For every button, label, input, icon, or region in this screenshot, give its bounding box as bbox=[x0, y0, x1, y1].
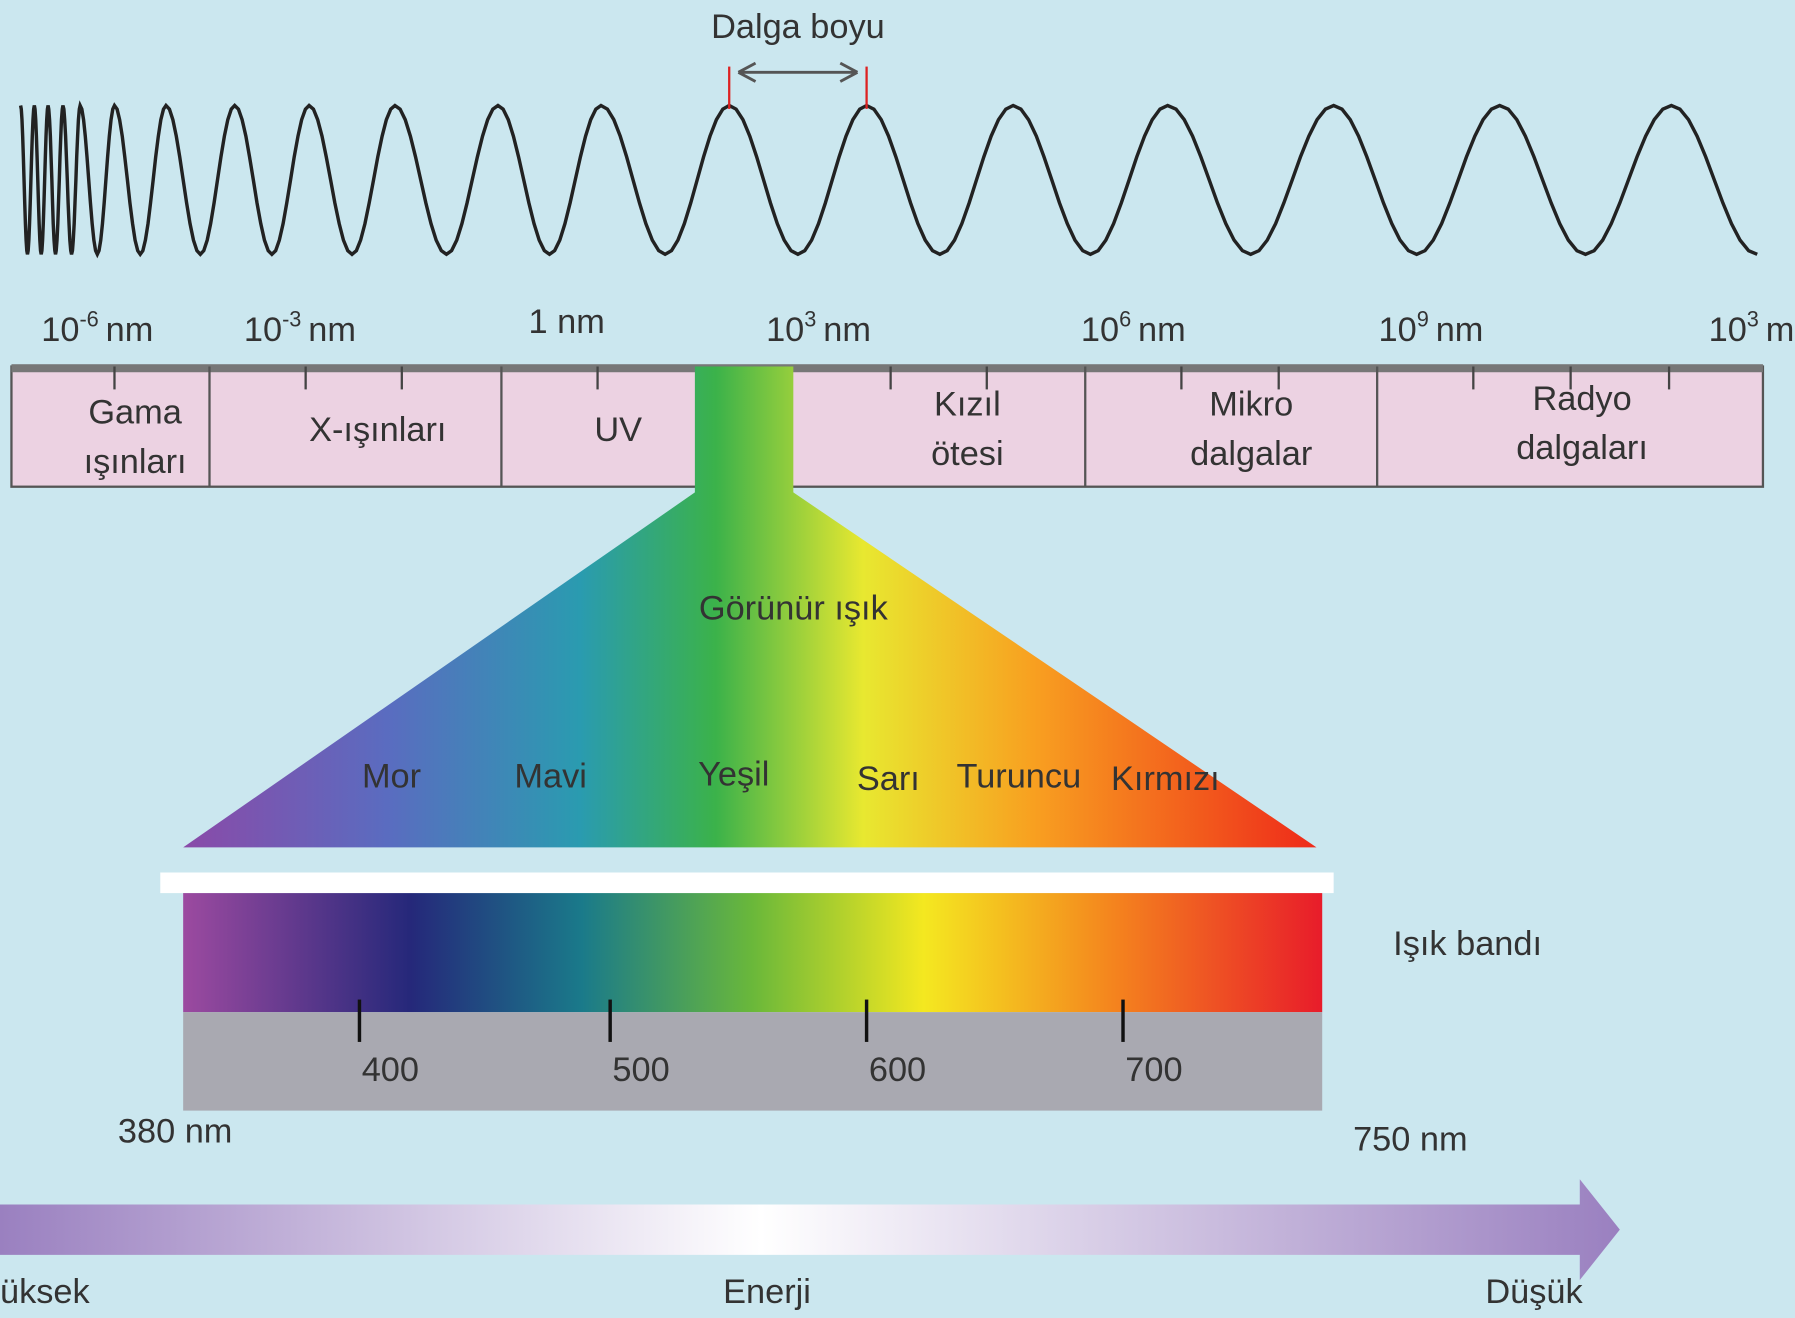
spectrum-band bbox=[11, 367, 1762, 487]
color-label: Kırmızı bbox=[1111, 760, 1220, 798]
band-tick-label: 400 bbox=[362, 1051, 419, 1089]
scale-base: 10 bbox=[41, 311, 79, 349]
scale-label: 10-3 nm bbox=[244, 306, 356, 349]
diagram: Dalga boyu Görünür ışık 380 nm 750 nm Iş… bbox=[0, 0, 1795, 1318]
scale-base: 10 bbox=[766, 311, 804, 349]
region-label: ötesi bbox=[931, 435, 1004, 473]
scale-unit: nm bbox=[106, 311, 154, 349]
wavelength-label: Dalga boyu bbox=[711, 8, 885, 46]
scale-exp: 3 bbox=[1747, 306, 1759, 331]
band-end: 750 nm bbox=[1353, 1121, 1467, 1159]
region-label: UV bbox=[594, 411, 642, 449]
wave bbox=[21, 106, 1758, 255]
region-label: Kızıl bbox=[934, 386, 1001, 424]
region-label: dalgaları bbox=[1516, 429, 1648, 467]
scale-exp: 3 bbox=[804, 306, 816, 331]
color-label: Sarı bbox=[857, 760, 920, 798]
scale-label: 103 nm bbox=[766, 306, 871, 349]
scale-exp: 6 bbox=[1119, 306, 1131, 331]
color-label: Mavi bbox=[514, 758, 586, 796]
region-label: dalgalar bbox=[1190, 435, 1312, 473]
color-label: Mor bbox=[362, 758, 421, 796]
region-label: X-ışınları bbox=[309, 411, 446, 449]
band-tick-label: 700 bbox=[1125, 1051, 1182, 1089]
scale-label: 109 nm bbox=[1379, 306, 1484, 349]
region-label: Mikro bbox=[1209, 386, 1293, 424]
scale-label: 106 nm bbox=[1081, 306, 1186, 349]
scale-exp: -3 bbox=[282, 306, 301, 331]
color-label: Yeşil bbox=[698, 755, 769, 793]
region-label: Gama bbox=[88, 394, 182, 432]
scale-base: 10 bbox=[1081, 311, 1119, 349]
scale-base: 10 bbox=[244, 311, 282, 349]
energy-high: üksek bbox=[0, 1273, 91, 1311]
white-bar bbox=[160, 872, 1333, 893]
scale-label: 1 nm bbox=[528, 303, 604, 341]
visible-title: Görünür ışık bbox=[699, 589, 889, 627]
energy-low: Düşük bbox=[1485, 1273, 1583, 1311]
band-title: Işık bandı bbox=[1393, 925, 1542, 963]
scale-base: 1 nm bbox=[528, 303, 604, 341]
scale-base: 10 bbox=[1709, 311, 1747, 349]
scale-unit: nm bbox=[308, 311, 356, 349]
scale-unit: m bbox=[1766, 311, 1795, 349]
energy-arrow bbox=[0, 1179, 1620, 1280]
region-label: ışınları bbox=[84, 443, 187, 481]
energy-label: Enerji bbox=[723, 1273, 811, 1311]
scale-exp: 9 bbox=[1417, 306, 1429, 331]
wavelength-arrow bbox=[738, 63, 857, 81]
scale-unit: nm bbox=[1138, 311, 1186, 349]
scale-label: 10-6 nm bbox=[41, 306, 153, 349]
light-band bbox=[183, 893, 1322, 1012]
scale-exp: -6 bbox=[79, 306, 98, 331]
scale-base: 10 bbox=[1379, 311, 1417, 349]
scale-unit: nm bbox=[823, 311, 871, 349]
page: Dalga boyu Görünür ışık 380 nm 750 nm Iş… bbox=[0, 0, 1795, 1318]
band-tick-label: 600 bbox=[869, 1051, 926, 1089]
band-top bbox=[11, 364, 1762, 372]
scale-unit: nm bbox=[1436, 311, 1484, 349]
color-label: Turuncu bbox=[957, 758, 1082, 796]
band-start: 380 nm bbox=[118, 1113, 233, 1151]
region-label: Radyo bbox=[1532, 380, 1631, 418]
band-tick-label: 500 bbox=[612, 1051, 669, 1089]
